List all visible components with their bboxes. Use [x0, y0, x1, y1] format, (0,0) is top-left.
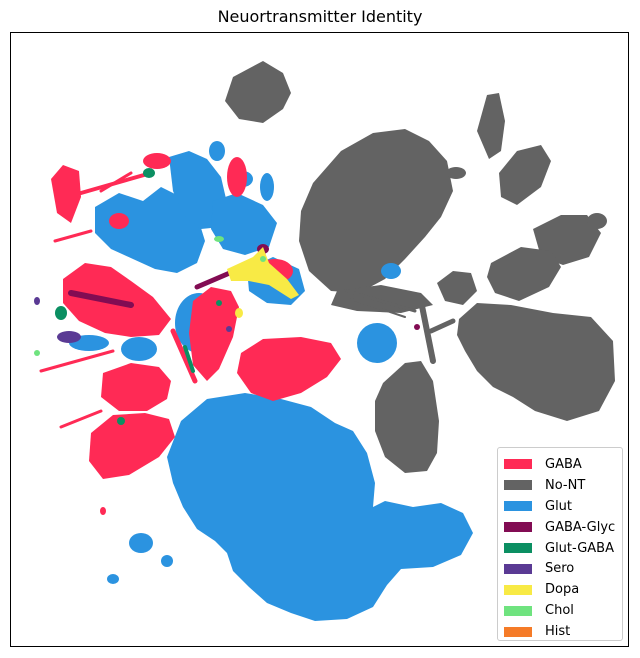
cluster-chol — [260, 256, 266, 262]
cluster-no-nt — [587, 213, 607, 229]
cluster-sero — [34, 297, 40, 305]
cluster-gaba — [51, 165, 81, 223]
cluster-gaba-strand — [59, 409, 103, 429]
cluster-no-nt — [487, 247, 561, 301]
cluster-gaba-glyc — [414, 324, 420, 330]
cluster-gaba — [101, 363, 171, 411]
legend-item-dopa: Dopa — [504, 579, 622, 600]
cluster-no-nt — [477, 93, 505, 159]
cluster-glut — [381, 263, 401, 279]
cluster-gaba — [89, 413, 175, 479]
cluster-no-nt — [375, 361, 439, 473]
legend-label: GABA — [545, 456, 582, 472]
chart-title: Neuortransmitter Identity — [217, 7, 423, 26]
cluster-sero — [57, 331, 81, 343]
cluster-gaba-strand — [39, 349, 115, 373]
legend-swatch — [504, 543, 532, 553]
cluster-no-nt — [299, 129, 453, 293]
legend-item-no-nt: No-NT — [504, 475, 622, 496]
cluster-glut-gaba — [216, 300, 222, 306]
cluster-no-nt-bridge — [418, 298, 436, 364]
cluster-glut — [107, 574, 119, 584]
cluster-glut — [357, 323, 397, 363]
legend-label: Sero — [545, 561, 575, 577]
legend-swatch — [504, 501, 532, 512]
cluster-glut — [161, 555, 173, 567]
legend-label: Glut — [545, 498, 573, 514]
cluster-no-nt — [446, 167, 466, 179]
cluster-gaba — [109, 213, 129, 229]
legend-item-glut: Glut — [504, 496, 622, 517]
plot-area — [10, 32, 629, 647]
cluster-no-nt — [499, 145, 551, 205]
legend-item-sero: Sero — [504, 558, 622, 579]
cluster-no-nt-bridge — [428, 318, 456, 334]
cluster-glut — [211, 193, 277, 255]
cluster-gaba-strand — [99, 171, 133, 193]
legend-label: Dopa — [545, 582, 580, 598]
cluster-no-nt — [331, 285, 433, 313]
cluster-no-nt — [457, 303, 615, 421]
cluster-glut — [121, 337, 157, 361]
legend-swatch — [504, 522, 532, 533]
cluster-gaba — [227, 157, 247, 197]
cluster-gaba-strand — [53, 229, 93, 243]
cluster-glut — [95, 187, 205, 273]
legend-swatch — [504, 480, 532, 491]
legend-label: Glut-GABA — [545, 540, 614, 556]
cluster-chol — [214, 236, 224, 242]
cluster-glut — [209, 141, 225, 161]
cluster-gaba — [189, 287, 239, 381]
legend-label: GABA-Glyc — [545, 519, 616, 535]
legend: GABA No-NT Glut GABA-Glyc Glut-GABA Sero Dopa C… — [497, 447, 623, 641]
cluster-no-nt — [225, 61, 291, 123]
cluster-glut — [260, 173, 274, 201]
cluster-gaba — [143, 153, 171, 169]
legend-swatch — [504, 605, 532, 616]
cluster-dopa — [227, 247, 299, 299]
legend-swatch — [504, 584, 532, 595]
cluster-glut — [167, 393, 473, 621]
legend-item-chol: Chol — [504, 600, 622, 621]
legend-item-gaba-glyc: GABA-Glyc — [504, 517, 622, 538]
legend-item-gaba: GABA — [504, 454, 622, 475]
cluster-chol — [34, 350, 40, 356]
cluster-sero — [226, 326, 232, 332]
cluster-glut-gaba — [55, 306, 67, 320]
cluster-glut-gaba — [143, 168, 155, 178]
cluster-glut-gaba — [183, 345, 195, 373]
cluster-gaba-strand — [170, 328, 198, 384]
cluster-dopa — [235, 308, 243, 318]
cluster-gaba-glyc — [68, 290, 134, 308]
legend-label: Chol — [545, 603, 574, 619]
cluster-gaba — [100, 507, 106, 515]
legend-item-hist: Hist — [504, 621, 622, 642]
cluster-gaba — [237, 337, 341, 401]
cluster-glut-gaba — [117, 417, 125, 425]
cluster-glut — [129, 533, 153, 553]
cluster-no-nt — [437, 271, 477, 305]
legend-label: No-NT — [545, 477, 586, 493]
legend-swatch — [504, 563, 532, 574]
umap-scatter — [34, 61, 615, 621]
legend-item-glut-gaba: Glut-GABA — [504, 538, 622, 559]
legend-swatch — [504, 626, 532, 637]
legend-swatch — [504, 459, 532, 470]
cluster-no-nt-strand — [345, 289, 417, 313]
cluster-no-nt-strand — [350, 298, 406, 318]
legend-label: Hist — [545, 624, 571, 640]
